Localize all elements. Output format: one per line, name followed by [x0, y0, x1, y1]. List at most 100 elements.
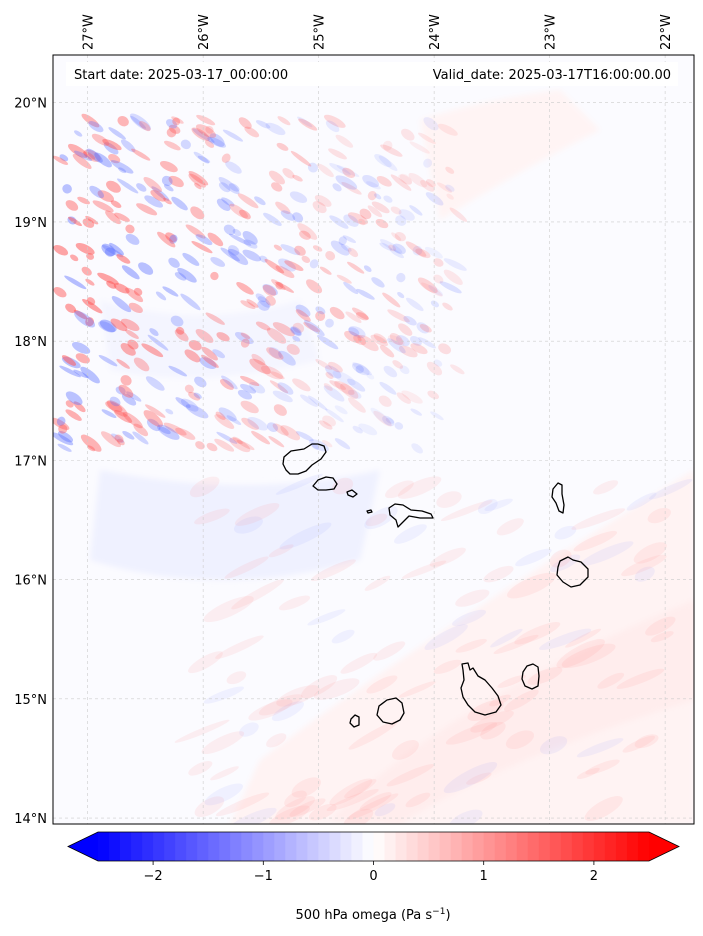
lon-tick-label: 26°W	[197, 14, 212, 50]
omega-cell	[317, 163, 334, 178]
omega-cell	[276, 685, 320, 707]
omega-cell	[371, 277, 385, 288]
omega-cell	[389, 333, 404, 346]
omega-cell	[332, 477, 354, 495]
colorbar-segment	[571, 832, 584, 861]
omega-cell	[280, 244, 301, 256]
omega-cell	[262, 284, 278, 296]
omega-cell	[234, 332, 254, 345]
omega-cell	[239, 722, 259, 737]
omega-cell	[249, 381, 266, 394]
colorbar-segment	[615, 832, 628, 861]
omega-cell	[423, 158, 433, 168]
omega-cell	[110, 200, 122, 209]
omega-cell	[65, 409, 82, 421]
omega-cell	[330, 240, 350, 256]
omega-cell	[201, 731, 245, 755]
omega-cell	[399, 345, 418, 358]
omega-cell	[645, 616, 676, 636]
omega-cell	[397, 291, 405, 299]
omega-cell	[85, 278, 95, 286]
omega-cell	[195, 234, 213, 246]
omega-cell	[234, 503, 280, 526]
omega-cell	[194, 508, 230, 525]
omega-cell	[391, 232, 402, 241]
omega-cell	[221, 153, 231, 163]
omega-cell	[294, 245, 306, 256]
omega-cell	[344, 779, 377, 799]
omega-cell	[424, 246, 443, 259]
omega-cell	[366, 181, 381, 190]
omega-cell	[210, 271, 219, 281]
omega-cell	[336, 165, 360, 177]
omega-cell	[240, 332, 251, 339]
omega-cell	[394, 231, 406, 242]
omega-cell	[195, 124, 217, 138]
omega-cell	[353, 334, 367, 346]
omega-cell	[396, 272, 406, 283]
omega-cell	[386, 764, 435, 787]
omega-cell	[240, 383, 257, 394]
omega-cell	[75, 353, 90, 364]
omega-cell	[398, 209, 415, 221]
omega-cell	[347, 261, 365, 274]
omega-cell	[300, 394, 318, 407]
omega-cell	[271, 701, 305, 722]
omega-cell	[549, 549, 572, 568]
omega-cell	[334, 438, 351, 450]
omega-cell	[116, 438, 125, 446]
colorbar-segment	[428, 832, 441, 861]
colorbar-segment	[175, 832, 187, 861]
omega-cell	[169, 234, 178, 244]
omega-cell	[336, 274, 352, 284]
omega-cell	[345, 311, 362, 323]
omega-cell	[355, 312, 369, 321]
omega-cell	[168, 257, 180, 268]
omega-cell	[424, 624, 468, 651]
omega-cell	[257, 296, 271, 308]
omega-cell	[380, 239, 403, 254]
omega-cell	[292, 378, 311, 392]
lon-tick-label: 25°W	[313, 14, 328, 50]
graticule	[53, 55, 694, 824]
omega-cell	[180, 398, 199, 412]
omega-cell	[273, 244, 283, 251]
lon-tick-label: 23°W	[544, 14, 559, 50]
omega-cell	[342, 167, 356, 178]
colorbar-segment	[384, 832, 397, 861]
colorbar-segment	[461, 832, 474, 861]
omega-cell	[449, 809, 483, 824]
omega-cell	[370, 334, 389, 347]
island-maio	[521, 663, 540, 690]
omega-cell	[383, 195, 393, 203]
omega-cell	[325, 250, 336, 261]
omega-cell	[403, 315, 417, 326]
omega-cell	[56, 416, 66, 426]
omega-cell	[229, 203, 248, 219]
omega-cell	[417, 277, 438, 294]
omega-cell	[380, 144, 403, 157]
omega-cell	[576, 738, 624, 758]
omega-cell	[184, 349, 201, 363]
lat-tick-label: 18°N	[14, 335, 47, 350]
omega-cell	[168, 365, 188, 377]
omega-cell	[415, 248, 431, 259]
omega-cell	[374, 803, 396, 817]
omega-cell	[163, 184, 174, 192]
omega-cell	[398, 174, 412, 185]
omega-cell	[268, 805, 310, 824]
omega-cell	[355, 365, 364, 374]
omega-cell	[180, 293, 201, 311]
omega-cell	[554, 525, 577, 540]
omega-cell	[91, 133, 110, 146]
omega-cell	[593, 480, 619, 495]
omega-cell	[445, 184, 455, 192]
omega-cell	[271, 182, 283, 192]
omega-cell	[425, 192, 444, 206]
omega-cell	[322, 439, 333, 448]
omega-cell	[347, 389, 362, 399]
omega-cell	[65, 303, 77, 313]
omega-cell	[433, 359, 443, 367]
omega-cell	[159, 160, 178, 173]
omega-cell	[443, 258, 467, 271]
